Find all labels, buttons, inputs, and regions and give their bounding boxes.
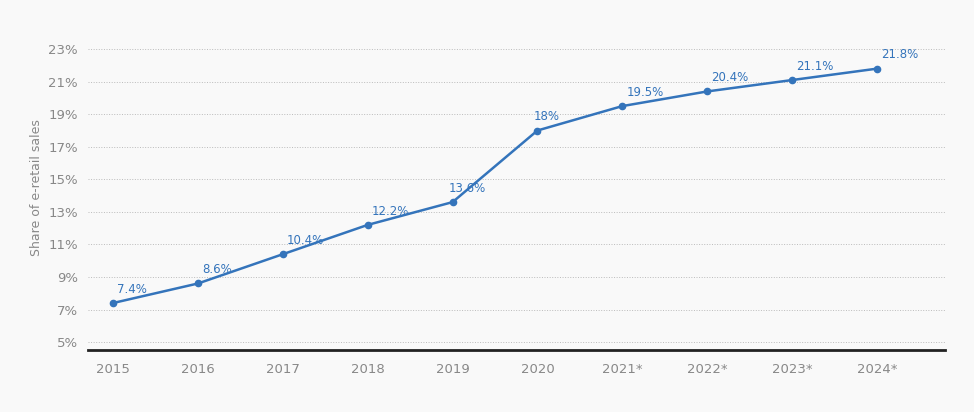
Text: 21.8%: 21.8% bbox=[881, 48, 918, 61]
Text: 13.6%: 13.6% bbox=[448, 182, 486, 195]
Text: 18%: 18% bbox=[533, 110, 559, 123]
Text: 12.2%: 12.2% bbox=[372, 205, 409, 218]
Text: 19.5%: 19.5% bbox=[626, 86, 664, 99]
Y-axis label: Share of e-retail sales: Share of e-retail sales bbox=[30, 119, 43, 256]
Text: 21.1%: 21.1% bbox=[797, 60, 834, 73]
Text: 8.6%: 8.6% bbox=[203, 263, 232, 276]
Text: 20.4%: 20.4% bbox=[711, 71, 749, 84]
Text: 7.4%: 7.4% bbox=[117, 283, 147, 296]
Text: 10.4%: 10.4% bbox=[287, 234, 324, 247]
